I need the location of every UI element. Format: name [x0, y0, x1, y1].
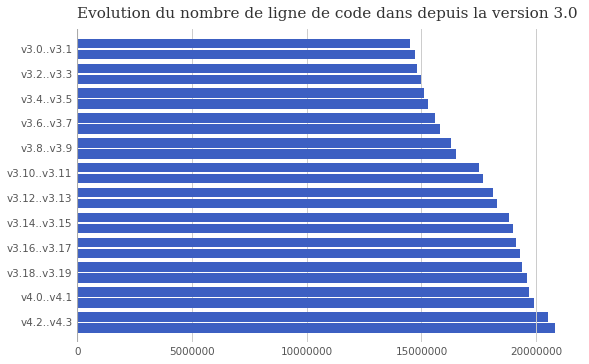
Bar [77, 149, 456, 159]
Bar [77, 312, 548, 321]
Bar [77, 75, 422, 84]
Bar [77, 174, 484, 183]
Bar [77, 113, 435, 123]
Bar [77, 323, 554, 332]
Bar [77, 298, 534, 308]
Bar [77, 199, 497, 208]
Bar [77, 138, 451, 147]
Bar [77, 88, 423, 98]
Bar [77, 50, 415, 59]
Bar [77, 39, 410, 48]
Bar [77, 273, 527, 283]
Bar [77, 163, 479, 173]
Bar [77, 223, 513, 233]
Text: Evolution du nombre de ligne de code dans depuis la version 3.0: Evolution du nombre de ligne de code dan… [77, 7, 578, 21]
Bar [77, 64, 417, 73]
Bar [77, 124, 440, 134]
Bar [77, 188, 492, 197]
Bar [77, 287, 530, 297]
Bar [77, 213, 509, 222]
Bar [77, 262, 522, 272]
Bar [77, 249, 520, 258]
Bar [77, 99, 428, 109]
Bar [77, 238, 515, 247]
